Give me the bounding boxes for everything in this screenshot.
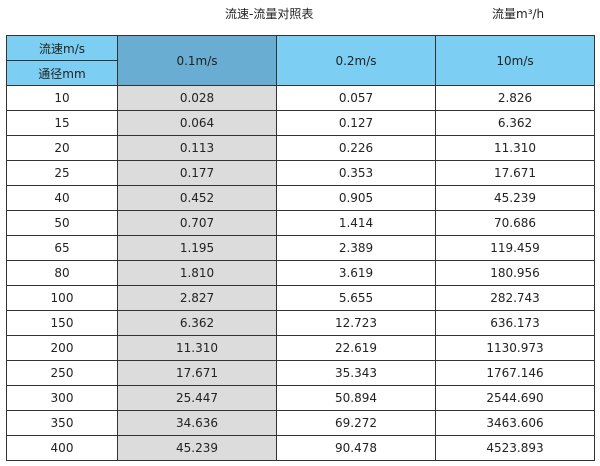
diameter-cell: 250	[6, 360, 118, 386]
table-row: 250 17.671 35.343 1767.146	[6, 360, 595, 386]
flow-cell: 45.239	[117, 435, 277, 461]
flow-cell: 0.028	[117, 85, 277, 111]
flow-cell: 5.655	[276, 285, 436, 311]
diameter-header: 通径mm	[6, 60, 118, 86]
table-row: 10 0.028 0.057 2.826	[6, 85, 595, 111]
flow-cell: 17.671	[435, 160, 595, 186]
diameter-cell: 15	[6, 110, 118, 136]
table-row: 20 0.113 0.226 11.310	[6, 135, 595, 161]
flow-cell: 0.127	[276, 110, 436, 136]
table-row: 400 45.239 90.478 4523.893	[6, 435, 595, 461]
flow-cell: 1.195	[117, 235, 277, 261]
flow-cell: 69.272	[276, 410, 436, 436]
flow-table: 流速m/s 0.1m/s 0.2m/s 10m/s 通径mm 10 0.028 0.…	[6, 35, 595, 461]
diameter-cell: 300	[6, 385, 118, 411]
table-row: 80 1.810 3.619 180.956	[6, 260, 595, 286]
flow-cell: 11.310	[117, 335, 277, 361]
table-row: 300 25.447 50.894 2544.690	[6, 385, 595, 411]
unit-label: 流量m³/h	[492, 7, 545, 21]
flow-cell: 35.343	[276, 360, 436, 386]
flow-cell: 119.459	[435, 235, 595, 261]
diameter-cell: 50	[6, 210, 118, 236]
diameter-cell: 25	[6, 160, 118, 186]
flow-cell: 0.707	[117, 210, 277, 236]
flow-cell: 45.239	[435, 185, 595, 211]
flow-cell: 1.810	[117, 260, 277, 286]
flow-cell: 636.173	[435, 310, 595, 336]
velocity-header: 流速m/s	[6, 35, 118, 61]
column-header: 10m/s	[435, 35, 595, 86]
flow-cell: 70.686	[435, 210, 595, 236]
flow-cell: 1130.973	[435, 335, 595, 361]
flow-cell: 50.894	[276, 385, 436, 411]
flow-cell: 17.671	[117, 360, 277, 386]
column-header: 0.2m/s	[276, 35, 436, 86]
flow-cell: 90.478	[276, 435, 436, 461]
table-title: 流速-流量对照表	[225, 7, 314, 21]
diameter-cell: 350	[6, 410, 118, 436]
flow-cell: 22.619	[276, 335, 436, 361]
table-row: 40 0.452 0.905 45.239	[6, 185, 595, 211]
diameter-cell: 65	[6, 235, 118, 261]
table-row: 100 2.827 5.655 282.743	[6, 285, 595, 311]
flow-cell: 0.905	[276, 185, 436, 211]
table-row: 65 1.195 2.389 119.459	[6, 235, 595, 261]
flow-cell: 4523.893	[435, 435, 595, 461]
flow-cell: 3.619	[276, 260, 436, 286]
flow-cell: 0.057	[276, 85, 436, 111]
flow-cell: 1.414	[276, 210, 436, 236]
flow-cell: 6.362	[435, 110, 595, 136]
diameter-cell: 400	[6, 435, 118, 461]
diameter-cell: 80	[6, 260, 118, 286]
table-row: 200 11.310 22.619 1130.973	[6, 335, 595, 361]
flow-cell: 2.827	[117, 285, 277, 311]
flow-cell: 3463.606	[435, 410, 595, 436]
diameter-cell: 40	[6, 185, 118, 211]
flow-cell: 0.226	[276, 135, 436, 161]
flow-cell: 25.447	[117, 385, 277, 411]
table-row: 150 6.362 12.723 636.173	[6, 310, 595, 336]
table-row: 25 0.177 0.353 17.671	[6, 160, 595, 186]
flow-cell: 34.636	[117, 410, 277, 436]
flow-cell: 0.113	[117, 135, 277, 161]
flow-cell: 180.956	[435, 260, 595, 286]
column-header: 0.1m/s	[117, 35, 277, 86]
table-row: 350 34.636 69.272 3463.606	[6, 410, 595, 436]
flow-cell: 1767.146	[435, 360, 595, 386]
flow-cell: 6.362	[117, 310, 277, 336]
flow-cell: 11.310	[435, 135, 595, 161]
flow-cell: 282.743	[435, 285, 595, 311]
flow-cell: 0.452	[117, 185, 277, 211]
flow-cell: 0.064	[117, 110, 277, 136]
diameter-cell: 10	[6, 85, 118, 111]
table-row: 50 0.707 1.414 70.686	[6, 210, 595, 236]
table-row: 15 0.064 0.127 6.362	[6, 110, 595, 136]
flow-cell: 0.353	[276, 160, 436, 186]
flow-cell: 2.826	[435, 85, 595, 111]
diameter-cell: 20	[6, 135, 118, 161]
flow-cell: 12.723	[276, 310, 436, 336]
diameter-cell: 200	[6, 335, 118, 361]
flow-cell: 2544.690	[435, 385, 595, 411]
flow-cell: 2.389	[276, 235, 436, 261]
diameter-cell: 150	[6, 310, 118, 336]
flow-cell: 0.177	[117, 160, 277, 186]
diameter-cell: 100	[6, 285, 118, 311]
